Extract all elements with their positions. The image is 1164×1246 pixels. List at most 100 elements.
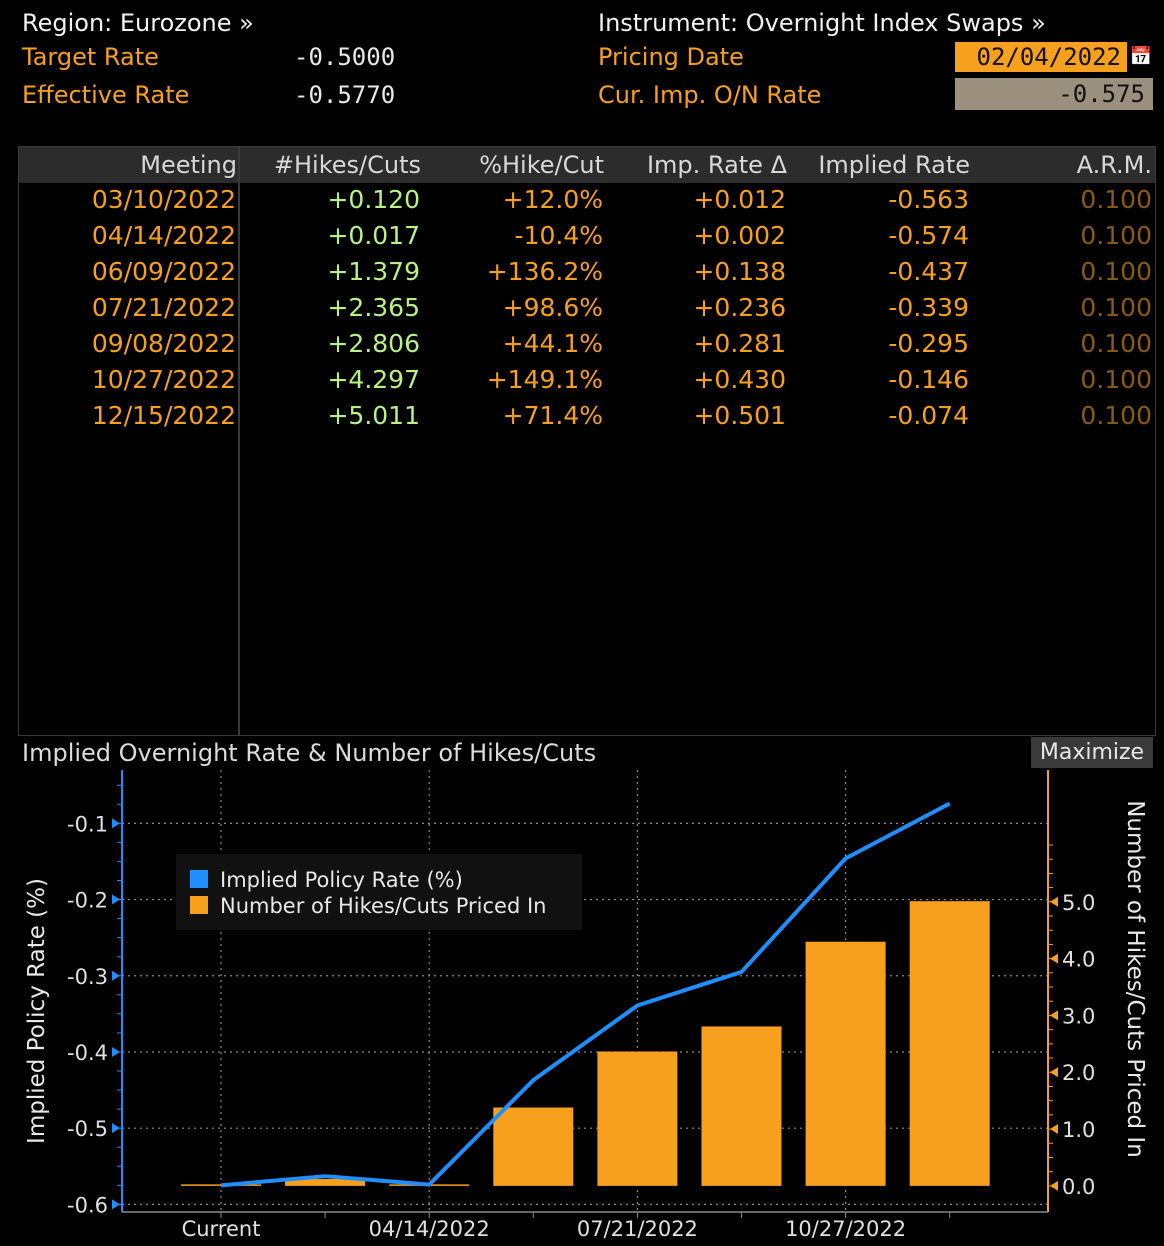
bar-hikes-cuts — [597, 1051, 678, 1186]
cell-hikes-cuts: +5.011 — [327, 401, 420, 430]
y-left-tick-label: -0.6 — [67, 1193, 108, 1217]
col-pct-hike-cut[interactable]: %Hike/Cut — [479, 151, 604, 179]
cell-meeting: 10/27/2022 — [91, 365, 236, 394]
table-row[interactable]: 06/09/2022 +1.379 +136.2% +0.138 -0.437 0.100 — [0, 254, 1164, 290]
cell-arm: 0.100 — [1080, 365, 1152, 394]
col-imp-rate-delta[interactable]: Imp. Rate Δ — [646, 151, 787, 179]
legend-swatch — [190, 896, 208, 914]
instrument-selector[interactable]: Instrument: Overnight Index Swaps » — [598, 9, 1046, 37]
cell-hikes-cuts: +2.365 — [327, 293, 420, 322]
col-arm[interactable]: A.R.M. — [1076, 151, 1152, 179]
y-left-tick-label: -0.1 — [67, 812, 108, 836]
cell-meeting: 06/09/2022 — [91, 257, 236, 286]
table-row[interactable]: 03/10/2022 +0.120 +12.0% +0.012 -0.563 0.100 — [0, 182, 1164, 218]
cell-imp-rate-delta: +0.236 — [693, 293, 786, 322]
y-left-tick-label: -0.3 — [67, 965, 108, 989]
cell-arm: 0.100 — [1080, 401, 1152, 430]
col-implied-rate[interactable]: Implied Rate — [818, 151, 970, 179]
cell-implied-rate: -0.437 — [888, 257, 969, 286]
col-meeting[interactable]: Meeting — [140, 151, 237, 179]
y-left-tick-label: -0.5 — [67, 1117, 108, 1141]
table-row[interactable]: 10/27/2022 +4.297 +149.1% +0.430 -0.146 0.100 — [0, 362, 1164, 398]
y-right-tick-label: 2.0 — [1062, 1061, 1095, 1085]
cell-hikes-cuts: +2.806 — [327, 329, 420, 358]
cell-implied-rate: -0.074 — [888, 401, 969, 430]
pricing-date-label: Pricing Date — [598, 43, 744, 71]
cell-pct-hike-cut: -10.4% — [514, 221, 603, 250]
cell-pct-hike-cut: +98.6% — [502, 293, 603, 322]
legend-label: Number of Hikes/Cuts Priced In — [220, 894, 546, 918]
cell-meeting: 03/10/2022 — [91, 185, 236, 214]
cell-hikes-cuts: +0.120 — [327, 185, 420, 214]
region-selector[interactable]: Region: Eurozone » — [22, 9, 254, 37]
cur-imp-rate-label: Cur. Imp. O/N Rate — [598, 81, 822, 109]
legend-swatch — [190, 870, 208, 888]
cell-imp-rate-delta: +0.012 — [693, 185, 786, 214]
cell-arm: 0.100 — [1080, 257, 1152, 286]
y-left-axis-title: Implied Policy Rate (%) — [24, 878, 50, 1144]
rate-hikes-chart: -0.1 -0.2 -0.3 -0.4 -0.5 -0.6 5.0 4.0 3.0 2.0 1.0 0… — [24, 770, 1148, 1241]
y-right-tick-label: 1.0 — [1062, 1118, 1095, 1142]
cur-imp-rate-value: -0.575 — [955, 78, 1153, 110]
bar-hikes-cuts — [805, 941, 886, 1186]
cell-arm: 0.100 — [1080, 221, 1152, 250]
cell-hikes-cuts: +1.379 — [327, 257, 420, 286]
target-rate-label: Target Rate — [22, 43, 159, 71]
y-left-tick-label: -0.2 — [67, 889, 108, 913]
cell-pct-hike-cut: +71.4% — [502, 401, 603, 430]
legend-label: Implied Policy Rate (%) — [220, 868, 463, 892]
cell-implied-rate: -0.146 — [888, 365, 969, 394]
cell-imp-rate-delta: +0.138 — [693, 257, 786, 286]
chart-legend: Implied Policy Rate (%)Number of Hikes/C… — [176, 854, 582, 930]
cell-pct-hike-cut: +12.0% — [502, 185, 603, 214]
cell-arm: 0.100 — [1080, 185, 1152, 214]
cell-implied-rate: -0.295 — [888, 329, 969, 358]
cell-arm: 0.100 — [1080, 329, 1152, 358]
cell-meeting: 09/08/2022 — [91, 329, 236, 358]
x-tick-label: 10/27/2022 — [785, 1217, 906, 1241]
cell-meeting: 07/21/2022 — [91, 293, 236, 322]
pricing-date-input[interactable]: 02/04/2022 — [955, 42, 1127, 72]
bar-hikes-cuts — [701, 1026, 782, 1186]
table-row[interactable]: 04/14/2022 +0.017 -10.4% +0.002 -0.574 0.100 — [0, 218, 1164, 254]
y-right-tick-label: 3.0 — [1062, 1004, 1095, 1028]
x-tick-label: Current — [182, 1217, 261, 1241]
maximize-button[interactable]: Maximize — [1031, 737, 1153, 768]
meetings-table: Meeting #Hikes/Cuts %Hike/Cut Imp. Rate … — [18, 146, 1156, 736]
cell-meeting: 12/15/2022 — [91, 401, 236, 430]
target-rate-value: -0.5000 — [294, 43, 396, 71]
y-left-tick-label: -0.4 — [67, 1041, 108, 1065]
table-header: Meeting #Hikes/Cuts %Hike/Cut Imp. Rate … — [19, 147, 1155, 183]
cell-imp-rate-delta: +0.501 — [693, 401, 786, 430]
cell-implied-rate: -0.574 — [888, 221, 969, 250]
col-hikes-cuts[interactable]: #Hikes/Cuts — [273, 151, 421, 179]
bar-hikes-cuts — [909, 901, 990, 1186]
y-right-axis-title: Number of Hikes/Cuts Priced In — [1122, 800, 1148, 1158]
y-right-tick-label: 4.0 — [1062, 948, 1095, 972]
x-tick-label: 07/21/2022 — [577, 1217, 698, 1241]
cell-implied-rate: -0.563 — [888, 185, 969, 214]
bar-hikes-cuts — [285, 1179, 366, 1186]
table-row[interactable]: 12/15/2022 +5.011 +71.4% +0.501 -0.074 0.100 — [0, 398, 1164, 434]
cell-meeting: 04/14/2022 — [91, 221, 236, 250]
cell-hikes-cuts: +4.297 — [327, 365, 420, 394]
cell-imp-rate-delta: +0.002 — [693, 221, 786, 250]
cell-pct-hike-cut: +44.1% — [502, 329, 603, 358]
column-divider — [238, 147, 240, 735]
cell-imp-rate-delta: +0.430 — [693, 365, 786, 394]
cell-pct-hike-cut: +149.1% — [486, 365, 603, 394]
cell-implied-rate: -0.339 — [888, 293, 969, 322]
x-tick-label: 04/14/2022 — [369, 1217, 490, 1241]
y-right-tick-label: 0.0 — [1062, 1175, 1095, 1199]
effective-rate-value: -0.5770 — [294, 81, 396, 109]
cell-imp-rate-delta: +0.281 — [693, 329, 786, 358]
y-right-tick-label: 5.0 — [1062, 891, 1095, 915]
table-row[interactable]: 09/08/2022 +2.806 +44.1% +0.281 -0.295 0.100 — [0, 326, 1164, 362]
calendar-icon[interactable]: 📅 — [1128, 42, 1154, 72]
chart-title: Implied Overnight Rate & Number of Hikes… — [22, 739, 597, 767]
cell-arm: 0.100 — [1080, 293, 1152, 322]
effective-rate-label: Effective Rate — [22, 81, 190, 109]
cell-pct-hike-cut: +136.2% — [486, 257, 603, 286]
table-row[interactable]: 07/21/2022 +2.365 +98.6% +0.236 -0.339 0.100 — [0, 290, 1164, 326]
bar-hikes-cuts — [493, 1107, 574, 1186]
